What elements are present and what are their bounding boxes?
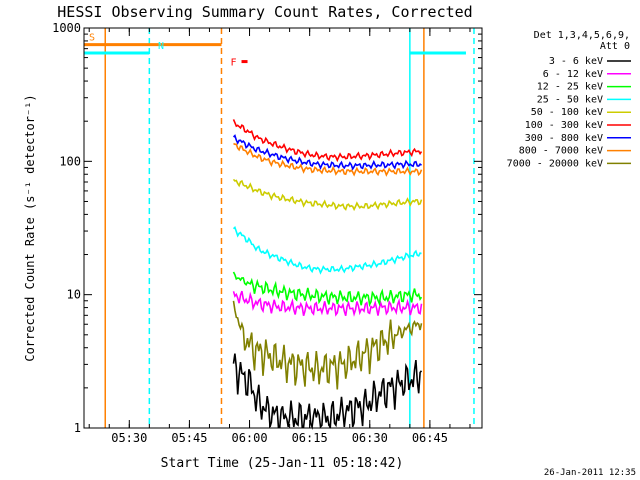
- series-line-3: [232, 225, 422, 275]
- y-tick-label-3: 1000: [52, 21, 81, 35]
- plot-frame: [83, 27, 483, 429]
- legend-label-3: 25 - 50 keV: [537, 94, 603, 105]
- legend-label-6: 300 - 800 keV: [525, 133, 603, 144]
- legend-label-5: 100 - 300 keV: [525, 120, 603, 131]
- status-markers: S N F: [84, 28, 475, 428]
- series-line-0: [232, 353, 423, 431]
- status-label-2: F: [231, 58, 237, 69]
- chart-title: HESSI Observing Summary Count Rates, Cor…: [57, 3, 472, 21]
- series-line-5: [232, 119, 423, 163]
- legend-label-8: 7000 - 20000 keV: [507, 158, 603, 169]
- series-line-7: [233, 142, 423, 177]
- series-line-6: [232, 134, 422, 171]
- legend-header-0: Det 1,3,4,5,6,9,: [534, 30, 630, 41]
- y-axis-label: Corrected Count Rate (s⁻¹ detector⁻¹): [23, 94, 37, 361]
- status-label-0: S: [89, 33, 95, 44]
- series-line-2: [232, 271, 423, 308]
- series-line-8: [232, 300, 423, 390]
- x-axis-label: Start Time (25-Jan-11 05:18:42): [161, 456, 404, 471]
- x-tick-label-0: 05:30: [111, 431, 147, 445]
- series-line-1: [232, 290, 423, 317]
- status-label-1: N: [158, 41, 164, 52]
- x-tick-label-2: 06:00: [231, 431, 267, 445]
- y-tick-label-0: 1: [74, 421, 81, 435]
- series-line-4: [232, 178, 423, 212]
- legend-label-0: 3 - 6 keV: [549, 56, 603, 67]
- x-tick-label-1: 05:45: [171, 431, 207, 445]
- x-tick-label-4: 06:30: [352, 431, 388, 445]
- x-tick-label-3: 06:15: [292, 431, 328, 445]
- legend-label-4: 50 - 100 keV: [531, 107, 603, 118]
- y-tick-label-2: 100: [59, 154, 81, 168]
- legend-label-7: 800 - 7000 keV: [519, 146, 603, 157]
- legend: Det 1,3,4,5,6,9,Att 0 3 - 6 keV 6 - 12 keV…: [507, 30, 631, 169]
- axis-ticks: 05:30 05:45 06:00 06:15 06:30 06:45 1 10 100 1000: [52, 21, 482, 445]
- legend-label-2: 12 - 25 keV: [537, 82, 603, 93]
- legend-header-1: Att 0: [600, 41, 630, 52]
- series-layer: [232, 119, 423, 431]
- x-tick-label-5: 06:45: [412, 431, 448, 445]
- timestamp: 26-Jan-2011 12:35: [544, 468, 636, 478]
- y-tick-label-1: 10: [67, 288, 81, 302]
- legend-label-1: 6 - 12 keV: [543, 69, 603, 80]
